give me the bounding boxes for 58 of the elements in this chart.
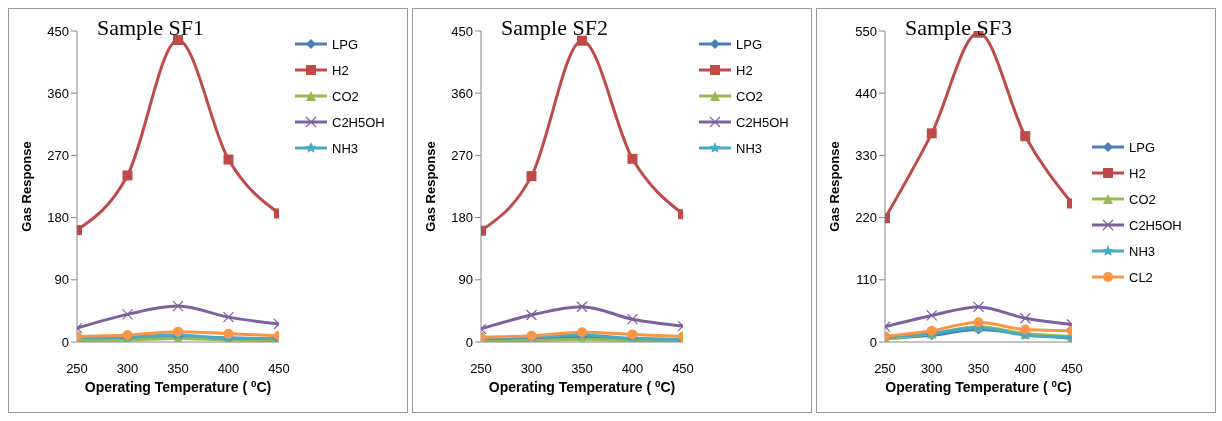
y-tick-label: 270: [47, 148, 69, 164]
legend-label: CO2: [1129, 191, 1156, 207]
legend-label: NH3: [1129, 243, 1156, 259]
x-tick-label: 350: [167, 361, 189, 377]
y-axis-title: Gas Response: [423, 141, 438, 232]
x-axis-title: Operating Temperature ( $^{0}$C): [885, 377, 1072, 395]
chart-title: Sample SF3: [905, 15, 1012, 41]
y-tick-label: 0: [869, 334, 877, 350]
x-tick-label: 300: [116, 361, 139, 377]
y-tick-label: 180: [451, 210, 473, 226]
y-tick-label: 180: [47, 210, 69, 226]
chart-title: Sample SF2: [501, 15, 608, 41]
x-tick-label: 400: [1014, 361, 1037, 377]
legend-label: LPG: [736, 36, 763, 52]
y-tick-label: 90: [458, 272, 473, 288]
x-tick-label: 450: [1061, 361, 1083, 377]
legend-label: C2H5OH: [736, 114, 789, 130]
x-tick-label: 300: [520, 361, 543, 377]
x-tick-label: 350: [967, 361, 990, 377]
legend-label: LPG: [1129, 139, 1156, 155]
y-tick-label: 270: [451, 148, 473, 164]
x-tick-label: 400: [621, 361, 644, 377]
x-tick-label: 350: [571, 361, 593, 377]
legend-label: C2H5OH: [1129, 217, 1182, 233]
x-axis-title: Operating Temperature ( $^{0}$C): [488, 377, 676, 395]
y-axis-title: Gas Response: [19, 141, 34, 232]
y-tick-label: 550: [855, 23, 877, 39]
legend-label: NH3: [332, 140, 359, 156]
y-tick-label: 110: [856, 272, 877, 288]
x-tick-label: 450: [672, 361, 694, 377]
legend-label: CL2: [1129, 269, 1153, 285]
y-tick-label: 360: [451, 85, 473, 101]
legend-label: CO2: [332, 88, 359, 104]
y-tick-label: 220: [855, 210, 877, 226]
legend-label: LPG: [332, 36, 359, 52]
y-tick-label: 0: [465, 334, 473, 350]
x-tick-label: 250: [66, 361, 88, 377]
y-tick-label: 0: [61, 334, 69, 350]
y-tick-label: 360: [47, 85, 69, 101]
y-tick-label: 440: [855, 85, 877, 101]
legend-label: H2: [332, 62, 349, 78]
legend-label: NH3: [736, 140, 763, 156]
x-axis-title: Operating Temperature ( $^{0}$C): [84, 377, 272, 395]
y-tick-label: 450: [451, 23, 473, 39]
legend-label: H2: [736, 62, 753, 78]
x-tick-label: 400: [217, 361, 240, 377]
y-tick-label: 330: [855, 148, 877, 164]
legend-label: C2H5OH: [332, 114, 385, 130]
legend-label: H2: [1129, 165, 1146, 181]
chart-title: Sample SF1: [97, 15, 204, 41]
x-tick-label: 250: [874, 361, 896, 377]
legend-label: CO2: [736, 88, 763, 104]
y-tick-label: 90: [54, 272, 69, 288]
y-tick-label: 450: [47, 23, 69, 39]
y-axis-title: Gas Response: [827, 141, 842, 232]
x-tick-label: 450: [268, 361, 290, 377]
x-tick-label: 300: [920, 361, 943, 377]
x-tick-label: 250: [470, 361, 492, 377]
